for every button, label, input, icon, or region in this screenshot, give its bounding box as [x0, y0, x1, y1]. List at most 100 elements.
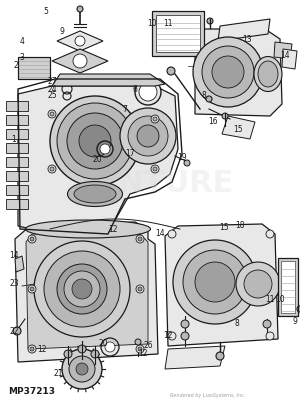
Circle shape	[48, 110, 56, 118]
Text: 20: 20	[98, 339, 108, 349]
Polygon shape	[52, 74, 165, 86]
Circle shape	[181, 332, 189, 340]
Circle shape	[67, 113, 123, 169]
Circle shape	[153, 167, 157, 171]
Text: 8: 8	[235, 320, 239, 328]
Circle shape	[193, 37, 263, 107]
Circle shape	[138, 347, 142, 351]
Circle shape	[195, 262, 235, 302]
Text: 18: 18	[235, 221, 245, 231]
Text: 22: 22	[9, 328, 19, 337]
Text: 15: 15	[219, 223, 229, 232]
Polygon shape	[57, 31, 103, 51]
Circle shape	[76, 363, 88, 375]
Text: 23: 23	[9, 280, 19, 288]
Text: 14: 14	[9, 252, 19, 261]
Circle shape	[138, 237, 142, 241]
Circle shape	[79, 125, 111, 157]
Bar	[6, 199, 28, 209]
Text: MP37213: MP37213	[8, 387, 55, 396]
Ellipse shape	[74, 185, 116, 203]
Circle shape	[120, 108, 176, 164]
Circle shape	[184, 160, 190, 166]
Circle shape	[216, 352, 224, 360]
Circle shape	[100, 144, 110, 154]
Text: Rendered by LiaoSystems, Inc.: Rendered by LiaoSystems, Inc.	[170, 393, 245, 398]
Text: 9: 9	[292, 318, 297, 326]
Circle shape	[64, 350, 72, 358]
Bar	[152, 11, 204, 56]
Text: 17: 17	[125, 149, 135, 158]
Bar	[156, 15, 200, 52]
Text: 24: 24	[47, 84, 57, 93]
Text: 3: 3	[20, 53, 24, 63]
Circle shape	[168, 230, 176, 238]
Ellipse shape	[258, 61, 278, 87]
Circle shape	[136, 285, 144, 293]
Circle shape	[138, 287, 142, 291]
Circle shape	[236, 262, 280, 306]
Text: 12: 12	[163, 332, 173, 341]
Circle shape	[136, 345, 144, 353]
Circle shape	[173, 240, 257, 324]
Text: 9: 9	[60, 27, 64, 36]
Ellipse shape	[68, 181, 122, 206]
Text: 21: 21	[53, 370, 63, 379]
Text: 4: 4	[20, 36, 24, 46]
Circle shape	[202, 46, 254, 98]
Circle shape	[28, 235, 36, 243]
Text: 27: 27	[47, 78, 57, 86]
Circle shape	[48, 165, 56, 173]
Text: 8: 8	[202, 91, 206, 101]
Circle shape	[137, 125, 159, 147]
Text: VENTURE: VENTURE	[75, 170, 235, 198]
Bar	[6, 157, 28, 167]
Circle shape	[168, 332, 176, 340]
Bar	[6, 185, 28, 195]
Circle shape	[167, 67, 175, 75]
Circle shape	[73, 54, 87, 68]
Circle shape	[75, 36, 85, 46]
Text: 6: 6	[133, 86, 137, 95]
Circle shape	[244, 270, 272, 298]
Text: 11: 11	[265, 295, 275, 303]
Text: 26: 26	[143, 341, 153, 351]
Circle shape	[212, 56, 244, 88]
Circle shape	[266, 230, 274, 238]
Bar	[6, 101, 28, 111]
Circle shape	[105, 342, 115, 352]
Circle shape	[57, 103, 133, 179]
Polygon shape	[26, 234, 148, 349]
Text: 7: 7	[123, 105, 128, 114]
Circle shape	[222, 113, 228, 119]
Circle shape	[263, 320, 271, 328]
Text: 11: 11	[163, 19, 173, 29]
Circle shape	[50, 112, 54, 116]
Circle shape	[153, 117, 157, 121]
Polygon shape	[15, 222, 158, 362]
Text: 13: 13	[242, 34, 252, 44]
Circle shape	[30, 347, 34, 351]
Polygon shape	[274, 42, 292, 59]
Text: 25: 25	[47, 91, 57, 101]
Circle shape	[183, 250, 247, 314]
Text: 10: 10	[147, 19, 157, 29]
Circle shape	[181, 320, 189, 328]
Polygon shape	[15, 256, 24, 272]
Polygon shape	[18, 86, 178, 236]
Ellipse shape	[26, 220, 151, 238]
Circle shape	[34, 241, 130, 337]
Circle shape	[207, 18, 213, 24]
Circle shape	[78, 345, 86, 353]
Text: 12: 12	[138, 349, 148, 358]
Polygon shape	[165, 346, 225, 369]
Circle shape	[135, 79, 161, 105]
Circle shape	[139, 83, 157, 101]
Circle shape	[57, 264, 107, 314]
Polygon shape	[52, 49, 108, 73]
Bar	[278, 258, 298, 316]
Bar	[281, 261, 295, 313]
Circle shape	[50, 96, 140, 186]
Circle shape	[128, 116, 168, 156]
Circle shape	[64, 271, 100, 307]
